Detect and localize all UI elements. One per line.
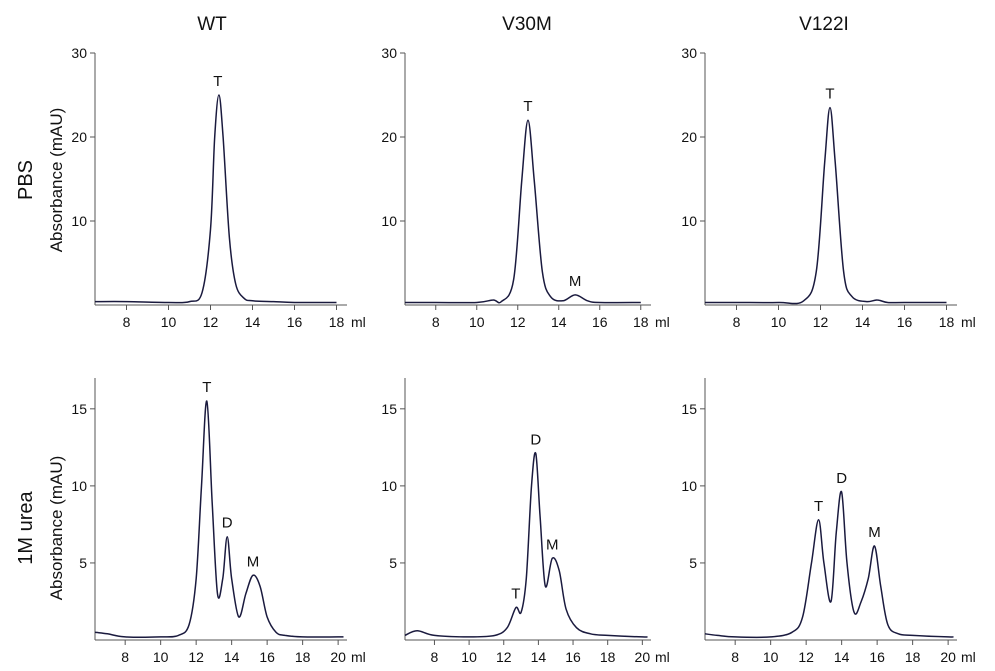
absorbance-trace bbox=[405, 119, 641, 304]
y-tick-label: 30 bbox=[381, 45, 397, 61]
column-title-v30m: V30M bbox=[502, 14, 552, 35]
x-tick-label: 8 bbox=[731, 649, 739, 665]
x-tick-label: 20 bbox=[940, 649, 956, 665]
x-tick-label: 8 bbox=[733, 314, 741, 330]
x-tick-label: 16 bbox=[592, 314, 608, 330]
peak-label-t: T bbox=[202, 379, 211, 396]
x-tick-label: 18 bbox=[329, 314, 345, 330]
x-tick-label: 14 bbox=[245, 314, 261, 330]
peak-label-t: T bbox=[213, 73, 222, 90]
x-tick-label: 14 bbox=[551, 314, 567, 330]
x-tick-label: 18 bbox=[939, 314, 955, 330]
x-unit-label: ml bbox=[961, 314, 976, 330]
peak-label-m: M bbox=[569, 273, 582, 290]
x-unit-label: ml bbox=[351, 649, 366, 665]
x-tick-label: 10 bbox=[161, 314, 177, 330]
panel-wt-urea: 5 10 15 8 10 12 14 16 18 20 ml T D M bbox=[71, 378, 366, 665]
x-unit-label: ml bbox=[351, 314, 366, 330]
panel-v30m-pbs: 10 20 30 8 10 12 14 16 18 ml T M bbox=[381, 45, 669, 330]
x-tick-label: 8 bbox=[432, 314, 440, 330]
y-tick-label: 20 bbox=[71, 129, 87, 145]
y-tick-label: 10 bbox=[681, 213, 697, 229]
y-tick-label: 5 bbox=[79, 555, 87, 571]
peak-label-t: T bbox=[814, 498, 823, 515]
panel-v122i-pbs: 10 20 30 8 10 12 14 16 18 ml T bbox=[681, 45, 975, 330]
x-tick-label: 14 bbox=[531, 649, 547, 665]
peak-label-d: D bbox=[836, 470, 847, 487]
y-axis-label-urea: Absorbance (mAU) bbox=[47, 456, 66, 601]
peak-label-m: M bbox=[868, 524, 881, 541]
x-tick-label: 12 bbox=[510, 314, 526, 330]
absorbance-trace bbox=[94, 400, 344, 638]
x-tick-label: 10 bbox=[763, 649, 779, 665]
absorbance-trace bbox=[704, 490, 954, 639]
x-tick-label: 10 bbox=[461, 649, 477, 665]
peak-label-m: M bbox=[546, 536, 559, 553]
column-title-wt: WT bbox=[197, 14, 227, 35]
peak-label-t: T bbox=[825, 86, 834, 103]
x-tick-label: 12 bbox=[188, 649, 204, 665]
column-title-v122i: V122I bbox=[799, 14, 849, 35]
x-tick-label: 10 bbox=[771, 314, 787, 330]
y-axis-label-pbs: Absorbance (mAU) bbox=[47, 108, 66, 253]
x-tick-label: 14 bbox=[855, 314, 871, 330]
x-tick-label: 18 bbox=[905, 649, 921, 665]
x-tick-label: 16 bbox=[565, 649, 581, 665]
x-tick-label: 16 bbox=[259, 649, 275, 665]
x-tick-label: 12 bbox=[496, 649, 512, 665]
x-tick-label: 20 bbox=[330, 649, 346, 665]
y-tick-label: 20 bbox=[681, 129, 697, 145]
panel-v122i-urea: 5 10 15 8 10 12 14 16 18 20 ml TD M bbox=[681, 378, 976, 665]
x-tick-label: 18 bbox=[295, 649, 311, 665]
x-unit-label: ml bbox=[655, 314, 670, 330]
row-label-urea: 1M urea bbox=[15, 490, 37, 564]
x-tick-label: 20 bbox=[635, 649, 651, 665]
x-tick-label: 8 bbox=[123, 314, 131, 330]
x-tick-label: 8 bbox=[431, 649, 439, 665]
x-tick-label: 16 bbox=[897, 314, 913, 330]
x-tick-label: 8 bbox=[121, 649, 129, 665]
x-tick-label: 12 bbox=[798, 649, 814, 665]
peak-label-t: T bbox=[511, 586, 520, 603]
y-tick-label: 10 bbox=[381, 213, 397, 229]
peak-label-d: D bbox=[222, 515, 233, 532]
panel-wt-pbs: 10 20 30 8 10 12 14 16 18 ml T bbox=[71, 45, 365, 330]
x-tick-label: 10 bbox=[469, 314, 485, 330]
row-label-pbs: PBS bbox=[15, 160, 37, 200]
y-tick-label: 20 bbox=[381, 129, 397, 145]
x-tick-label: 12 bbox=[813, 314, 829, 330]
peak-label-t: T bbox=[523, 98, 532, 115]
y-tick-label: 5 bbox=[389, 555, 397, 571]
x-tick-label: 18 bbox=[600, 649, 616, 665]
panel-v30m-urea: 5 10 15 8 10 12 14 16 18 20 ml T D M bbox=[381, 378, 670, 665]
x-unit-label: ml bbox=[961, 649, 976, 665]
y-tick-label: 30 bbox=[71, 45, 87, 61]
x-tick-label: 14 bbox=[224, 649, 240, 665]
panels: 10 20 30 8 10 12 14 16 18 ml T 10 20 30 8 10 12 14 16 18 ml T… bbox=[71, 45, 975, 665]
y-tick-label: 15 bbox=[681, 401, 697, 417]
y-tick-label: 15 bbox=[381, 401, 397, 417]
x-tick-label: 10 bbox=[153, 649, 169, 665]
x-tick-label: 16 bbox=[287, 314, 303, 330]
absorbance-trace bbox=[404, 451, 649, 638]
absorbance-trace bbox=[94, 94, 337, 304]
x-unit-label: ml bbox=[655, 649, 670, 665]
y-tick-label: 30 bbox=[681, 45, 697, 61]
y-tick-label: 10 bbox=[71, 213, 87, 229]
y-tick-label: 10 bbox=[381, 478, 397, 494]
peak-label-m: M bbox=[247, 553, 260, 570]
x-tick-label: 16 bbox=[869, 649, 885, 665]
y-tick-label: 10 bbox=[71, 478, 87, 494]
x-tick-label: 14 bbox=[834, 649, 850, 665]
y-tick-label: 10 bbox=[681, 478, 697, 494]
x-tick-label: 18 bbox=[633, 314, 649, 330]
peak-label-d: D bbox=[530, 432, 541, 449]
x-tick-label: 12 bbox=[203, 314, 219, 330]
y-tick-label: 5 bbox=[689, 555, 697, 571]
y-tick-label: 15 bbox=[71, 401, 87, 417]
absorbance-trace bbox=[705, 106, 947, 305]
